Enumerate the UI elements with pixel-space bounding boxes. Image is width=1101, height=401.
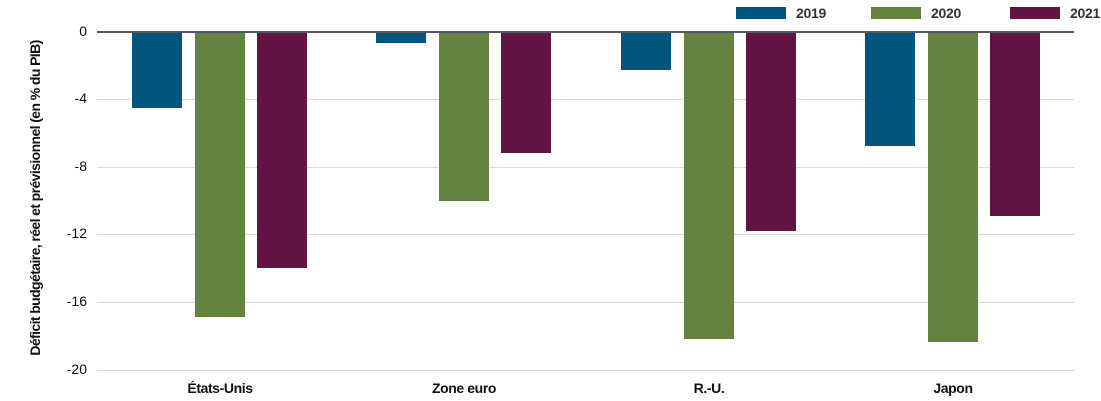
x-tick-label: Zone euro (431, 380, 497, 396)
bar-2020 (928, 31, 978, 343)
bar-2019 (621, 31, 671, 71)
bar-2020 (195, 31, 245, 318)
y-tick-label: -12 (66, 225, 87, 242)
bar-2021 (257, 31, 307, 269)
y-tick-label: -8 (74, 157, 87, 174)
y-tick-label: -20 (66, 360, 87, 377)
legend-label: 2020 (931, 5, 961, 21)
bar-2019 (865, 31, 915, 147)
legend-label: 2019 (796, 5, 826, 21)
gridline (97, 302, 1074, 303)
bar-2021 (990, 31, 1040, 216)
legend-item-2021: 2021 (1010, 5, 1100, 21)
legend-swatch (871, 7, 921, 19)
legend-swatch (1010, 7, 1060, 19)
x-tick-label: États-Unis (187, 380, 253, 396)
gridline (97, 370, 1074, 371)
bar-2020 (684, 31, 734, 340)
bar-2021 (501, 31, 551, 154)
x-tick-label: Japon (933, 380, 973, 396)
bar-2020 (439, 31, 489, 201)
y-tick-label: -16 (66, 292, 87, 309)
gridline (97, 99, 1074, 100)
legend-swatch (736, 7, 786, 19)
legend-item-2019: 2019 (736, 5, 826, 21)
y-tick-label: -4 (74, 90, 87, 107)
legend-item-2020: 2020 (871, 5, 961, 21)
gridline (97, 234, 1074, 235)
gridline (97, 167, 1074, 168)
zero-axis-line (97, 30, 1074, 33)
bar-2019 (132, 31, 182, 108)
bar-2021 (746, 31, 796, 231)
x-tick-label: R.-U. (693, 380, 725, 396)
bar-2019 (376, 31, 426, 44)
legend-label: 2021 (1070, 5, 1100, 21)
y-tick-label: 0 (79, 22, 87, 39)
